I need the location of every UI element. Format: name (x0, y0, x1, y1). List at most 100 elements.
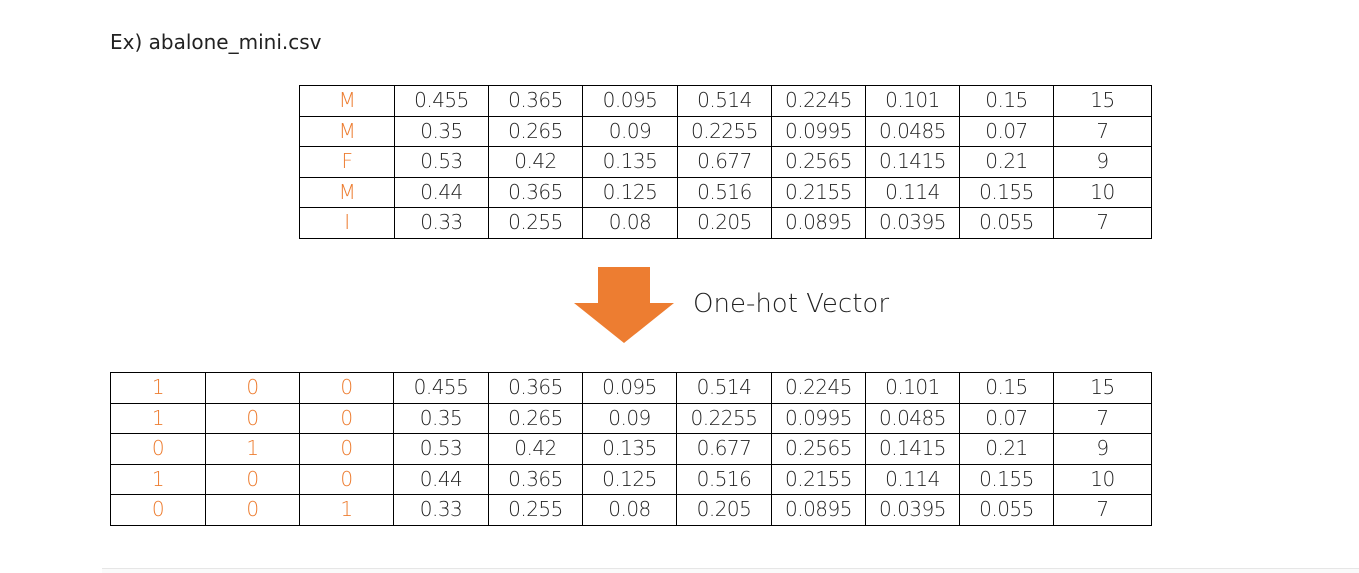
table-row: M 0.44 0.365 0.125 0.516 0.2155 0.114 0.155 10 (299, 176, 1152, 208)
category-cell: 0 (110, 494, 206, 526)
table-cell: 0.514 (676, 372, 772, 404)
category-cell: 0 (110, 433, 206, 465)
table-cell: 0.455 (394, 85, 489, 117)
table-cell: 0.21 (959, 146, 1054, 178)
table-cell: 0.135 (582, 433, 677, 465)
table-cell: 0.1415 (865, 433, 960, 465)
table-cell: 0.0895 (771, 207, 866, 239)
table-cell: 0.07 (959, 402, 1054, 434)
table-cell: 0.365 (488, 85, 583, 117)
table-cell: 0.365 (488, 463, 583, 495)
table-cell: 0.255 (488, 207, 583, 239)
table-cell: 7 (1053, 207, 1152, 239)
table-row: M 0.455 0.365 0.095 0.514 0.2245 0.101 0.15 15 (299, 85, 1152, 117)
table-cell: 0.33 (394, 207, 489, 239)
table-cell: 0.53 (394, 146, 489, 178)
table-cell: 0.2155 (771, 176, 866, 208)
table-cell: 0.0995 (771, 402, 866, 434)
table-cell: 9 (1053, 146, 1152, 178)
table-cell: 0.42 (488, 146, 583, 178)
table-cell: 15 (1053, 372, 1152, 404)
table-cell: 0.2245 (771, 85, 866, 117)
table-cell: 0.0895 (771, 494, 866, 526)
table-cell: 7 (1053, 402, 1152, 434)
table-cell: 0.33 (393, 494, 489, 526)
category-cell: 1 (299, 494, 394, 526)
table-cell: 0.2155 (771, 463, 866, 495)
table-cell: 10 (1053, 463, 1152, 495)
category-cell: 1 (110, 402, 206, 434)
table-cell: 0.455 (393, 372, 489, 404)
table-cell: 0.2255 (676, 402, 772, 434)
category-cell: M (299, 115, 395, 147)
table-cell: 0.0395 (865, 207, 960, 239)
table-cell: 0.21 (959, 433, 1054, 465)
table-cell: 0.135 (582, 146, 678, 178)
table-cell: 9 (1053, 433, 1152, 465)
table-cell: 0.516 (676, 463, 772, 495)
table-cell: 0.1415 (865, 146, 960, 178)
category-cell: 0 (205, 463, 300, 495)
table-cell: 0.07 (959, 115, 1054, 147)
table-cell: 0.255 (488, 494, 583, 526)
table-cell: 0.2255 (677, 115, 772, 147)
one-hot-vector-label: One-hot Vector (693, 289, 890, 319)
table-cell: 0.155 (959, 176, 1054, 208)
table-cell: 0.0995 (771, 115, 866, 147)
table-cell: 7 (1053, 494, 1152, 526)
category-cell: F (299, 146, 395, 178)
table-cell: 15 (1053, 85, 1152, 117)
table-cell: 0.08 (582, 207, 678, 239)
table-cell: 0.35 (393, 402, 489, 434)
category-cell: 1 (205, 433, 300, 465)
table-cell: 0.2565 (771, 433, 866, 465)
table-row: 0 1 0 0.53 0.42 0.135 0.677 0.2565 0.1415 0.21 9 (110, 433, 1152, 465)
table-cell: 0.205 (676, 494, 772, 526)
table-cell: 0.0485 (865, 115, 960, 147)
category-cell: 1 (110, 463, 206, 495)
table-cell: 0.677 (677, 146, 772, 178)
table-cell: 0.114 (865, 463, 960, 495)
table-cell: 0.205 (677, 207, 772, 239)
table-cell: 0.35 (394, 115, 489, 147)
table-cell: 0.095 (582, 85, 678, 117)
category-cell: 1 (110, 372, 206, 404)
table-cell: 0.677 (676, 433, 772, 465)
table-cell: 0.101 (865, 85, 960, 117)
table-cell: 0.2565 (771, 146, 866, 178)
footer-divider (102, 568, 1359, 573)
table-cell: 0.265 (488, 115, 583, 147)
table-cell: 0.125 (582, 463, 677, 495)
table-row: 1 0 0 0.35 0.265 0.09 0.2255 0.0995 0.0485 0.07 7 (110, 402, 1152, 434)
table-cell: 0.09 (582, 115, 678, 147)
table-cell: 0.055 (959, 207, 1054, 239)
original-data-table: M 0.455 0.365 0.095 0.514 0.2245 0.101 0.15 15 M 0… (299, 85, 1152, 239)
category-cell: 0 (299, 463, 394, 495)
table-cell: 0.101 (865, 372, 960, 404)
category-cell: 0 (205, 402, 300, 434)
table-row: 1 0 0 0.455 0.365 0.095 0.514 0.2245 0.101 0.15 15 (110, 372, 1152, 404)
page-heading: Ex) abalone_mini.csv (110, 30, 322, 54)
table-cell: 0.42 (488, 433, 583, 465)
table-cell: 0.15 (959, 85, 1054, 117)
table-cell: 0.155 (959, 463, 1054, 495)
table-cell: 0.516 (677, 176, 772, 208)
table-cell: 0.08 (582, 494, 677, 526)
table-row: 1 0 0 0.44 0.365 0.125 0.516 0.2155 0.114 0.155 10 (110, 463, 1152, 495)
table-cell: 10 (1053, 176, 1152, 208)
table-cell: 0.514 (677, 85, 772, 117)
category-cell: 0 (299, 433, 394, 465)
table-row: M 0.35 0.265 0.09 0.2255 0.0995 0.0485 0.07 7 (299, 115, 1152, 147)
category-cell: M (299, 176, 395, 208)
table-cell: 0.265 (488, 402, 583, 434)
category-cell: 0 (205, 372, 300, 404)
table-cell: 0.44 (394, 176, 489, 208)
category-cell: 0 (205, 494, 300, 526)
table-cell: 0.055 (959, 494, 1054, 526)
table-cell: 0.2245 (771, 372, 866, 404)
category-cell: I (299, 207, 395, 239)
table-cell: 0.365 (488, 176, 583, 208)
category-cell: 0 (299, 372, 394, 404)
table-cell: 0.114 (865, 176, 960, 208)
table-cell: 0.15 (959, 372, 1054, 404)
